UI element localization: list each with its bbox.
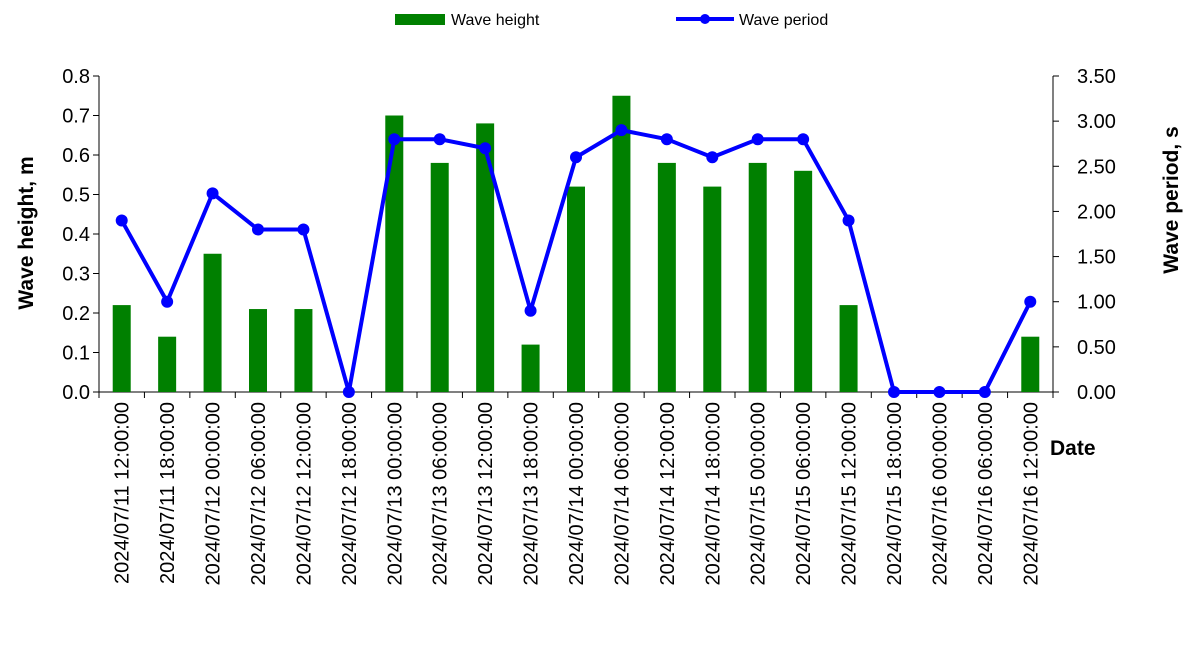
point-wave-period (297, 223, 310, 236)
x-tick-label: 2024/07/13 12:00:00 (475, 402, 497, 586)
point-wave-period (388, 133, 401, 146)
point-wave-period (660, 133, 673, 146)
point-wave-period (570, 151, 582, 164)
point-wave-period (842, 214, 855, 227)
legend-item-wave-height: Wave height (395, 12, 540, 29)
bar-wave-height (249, 309, 267, 392)
bar-wave-height (748, 162, 767, 392)
point-wave-period (1024, 295, 1037, 308)
x-tick-label: 2024/07/15 12:00:00 (839, 402, 861, 586)
y-axis-title-left: Wave height, m (15, 156, 38, 309)
x-tick-label: 2024/07/12 12:00:00 (293, 402, 315, 586)
y-tick-label-right: 1.50 (1077, 247, 1116, 269)
bar-wave-height (158, 336, 177, 392)
y-tick-label-right: 0.50 (1077, 337, 1116, 359)
point-wave-period (206, 187, 219, 200)
y-tick-label-left: 0.8 (62, 66, 90, 88)
bar-wave-height (203, 253, 222, 392)
bar-wave-height (612, 95, 631, 392)
y-tick-label-right: 3.50 (1077, 66, 1116, 88)
y-tick-label-right: 3.00 (1077, 111, 1116, 133)
bar-wave-height (839, 305, 858, 392)
y-tick-label-right: 2.00 (1077, 201, 1116, 223)
point-wave-period (479, 142, 492, 155)
point-wave-period (342, 386, 355, 398)
point-wave-period (933, 386, 946, 398)
legend-item-wave-period: Wave period (676, 12, 828, 29)
y-tick-label-left: 0.4 (62, 224, 90, 246)
x-tick-label: 2024/07/14 06:00:00 (611, 402, 633, 586)
legend-label-wave-height: Wave height (451, 12, 540, 29)
point-wave-period (115, 214, 128, 227)
bar-wave-height (476, 123, 495, 393)
x-tick-label: 2024/07/14 18:00:00 (702, 402, 724, 586)
x-tick-label: 2024/07/16 12:00:00 (1020, 402, 1042, 586)
x-tick-label: 2024/07/14 00:00:00 (566, 402, 588, 586)
x-tick-label: 2024/07/13 00:00:00 (384, 402, 406, 586)
x-tick-label: 2024/07/12 06:00:00 (248, 402, 270, 586)
bar-wave-height (657, 162, 676, 392)
point-wave-period (888, 386, 900, 398)
point-wave-period (252, 223, 264, 236)
bar-wave-height (430, 162, 449, 392)
y-tick-label-left: 0.6 (62, 145, 90, 167)
bar-wave-height (794, 170, 813, 392)
legend-label-wave-period: Wave period (739, 12, 828, 29)
bar-wave-height (112, 305, 131, 392)
legend: Wave height Wave period (395, 12, 828, 29)
point-wave-period (797, 133, 810, 146)
bar-wave-height (521, 344, 540, 392)
x-tick-label: 2024/07/11 18:00:00 (157, 402, 179, 584)
bar-wave-height (385, 115, 404, 392)
point-wave-period (161, 295, 174, 308)
x-tick-label: 2024/07/14 12:00:00 (657, 402, 679, 586)
y-tick-label-left: 0.2 (62, 303, 90, 325)
y-tick-label-right: 0.00 (1077, 382, 1116, 404)
x-tick-label: 2024/07/16 00:00:00 (929, 402, 951, 586)
x-tick-label: 2024/07/11 12:00:00 (112, 402, 134, 584)
x-tick-label: 2024/07/15 18:00:00 (884, 402, 906, 586)
x-axis-title: Date (1050, 437, 1096, 460)
y-tick-label-right: 2.50 (1077, 156, 1116, 178)
x-tick-label: 2024/07/13 06:00:00 (430, 402, 452, 586)
bar-wave-height (703, 186, 722, 392)
bar-wave-height (567, 186, 585, 392)
point-wave-period (978, 386, 991, 398)
plot-area: 0.0 0.1 0.2 0.3 0.4 0.5 0.6 0.7 0.8 0.00 0.50 1.00 1… (62, 66, 1116, 586)
bar-wave-height (1021, 336, 1040, 392)
point-wave-period (615, 124, 628, 137)
y-tick-label-left: 0.1 (62, 343, 90, 365)
y-tick-label-left: 0.3 (62, 264, 90, 286)
point-wave-period (706, 151, 719, 164)
legend-marker-wave-period (700, 14, 710, 24)
x-tick-label: 2024/07/12 00:00:00 (203, 402, 225, 586)
x-tick-label: 2024/07/12 18:00:00 (339, 402, 361, 586)
y-tick-label-left: 0.7 (62, 106, 90, 128)
x-tick-label: 2024/07/16 06:00:00 (975, 402, 997, 586)
legend-swatch-wave-height (395, 14, 445, 25)
point-wave-period (524, 304, 537, 317)
point-wave-period (433, 133, 446, 146)
x-tick-label: 2024/07/15 06:00:00 (793, 402, 815, 586)
y-tick-label-left: 0.5 (62, 185, 90, 207)
x-tick-label: 2024/07/13 18:00:00 (521, 402, 543, 586)
bar-wave-height (294, 309, 313, 392)
y-axis-title-right: Wave period, s (1160, 126, 1183, 273)
y-tick-label-right: 1.00 (1077, 292, 1116, 314)
y-tick-label-left: 0.0 (62, 382, 90, 404)
point-wave-period (751, 133, 764, 146)
x-tick-label: 2024/07/15 00:00:00 (748, 402, 770, 586)
